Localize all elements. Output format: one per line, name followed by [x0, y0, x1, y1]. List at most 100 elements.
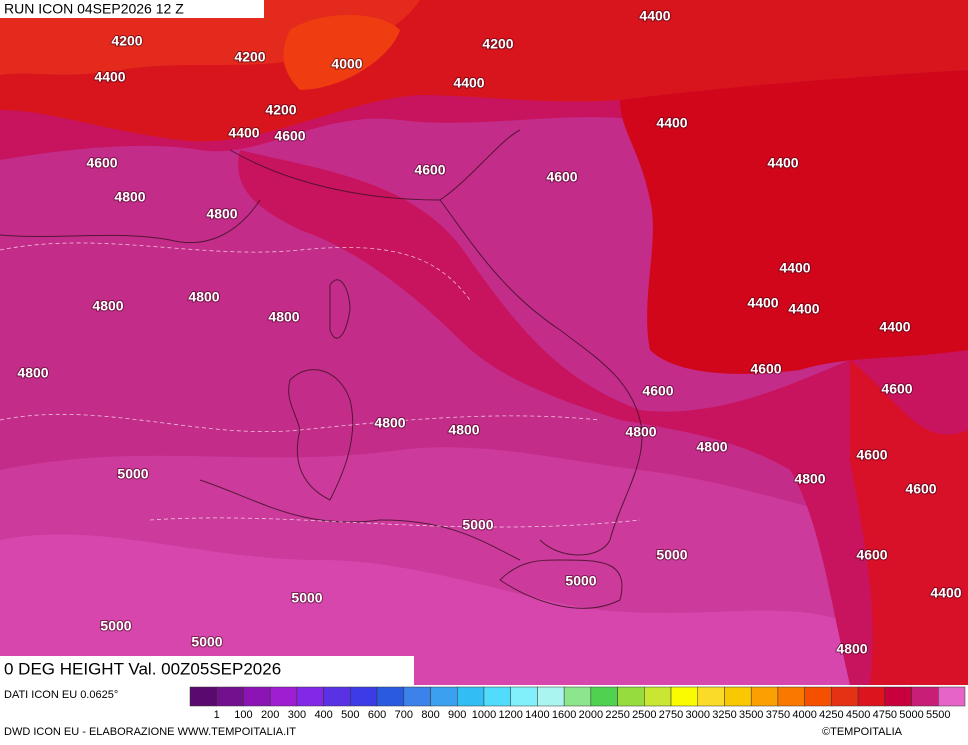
legend-swatch: [750, 686, 779, 707]
source-label: DATI ICON EU 0.0625°: [4, 689, 118, 701]
legend-label: 5000: [899, 709, 923, 721]
legend-label: 900: [448, 709, 466, 721]
contour-label: 4200: [265, 102, 296, 118]
contour-label: 5000: [462, 517, 493, 533]
legend-label: 1200: [498, 709, 522, 721]
legend-swatch: [243, 686, 271, 707]
contour-label: 4200: [482, 36, 513, 52]
legend-label: 2500: [632, 709, 656, 721]
legend-swatch: [537, 686, 565, 707]
contour-label: 4400: [767, 155, 798, 171]
legend-label: 100: [234, 709, 252, 721]
legend-swatch: [804, 686, 832, 707]
legend-label: 1600: [552, 709, 576, 721]
contour-label: 4400: [930, 585, 961, 601]
contour-label: 4600: [546, 169, 577, 185]
legend-swatch: [857, 686, 886, 707]
legend-label: 1: [214, 709, 220, 721]
legend-label: 200: [261, 709, 279, 721]
legend-label: 2750: [659, 709, 683, 721]
legend-label: 3750: [766, 709, 790, 721]
legend-swatch: [403, 686, 431, 707]
contour-label: 4800: [188, 289, 219, 305]
credit: DWD ICON EU - ELABORAZIONE WWW.TEMPOITAL…: [4, 726, 296, 738]
run-label: RUN ICON 04SEP2026 12 Z: [4, 1, 184, 17]
contour-label: 4600: [642, 383, 673, 399]
contour-label: 4600: [414, 162, 445, 178]
contour-label: 5000: [100, 618, 131, 634]
legend-label: 3000: [686, 709, 710, 721]
legend-swatch: [777, 686, 805, 707]
legend-label: 2250: [605, 709, 629, 721]
contour-label: 4800: [625, 424, 656, 440]
contour-label: 4400: [228, 125, 259, 141]
legend-swatch: [831, 686, 859, 707]
legend-label: 2000: [579, 709, 603, 721]
legend-swatch: [617, 686, 645, 707]
legend-swatch: [884, 686, 912, 707]
contour-label: 4200: [111, 33, 142, 49]
legend-label: 4500: [846, 709, 870, 721]
legend-label: 400: [314, 709, 332, 721]
legend-label: 4000: [792, 709, 816, 721]
legend-swatch: [644, 686, 672, 707]
contour-label: 5000: [565, 573, 596, 589]
legend-swatch: [350, 686, 378, 707]
contour-label: 4800: [268, 309, 299, 325]
contour-label: 4000: [331, 56, 362, 72]
contour-label: 4600: [856, 447, 887, 463]
legend-label: 800: [421, 709, 439, 721]
legend-label: 500: [341, 709, 359, 721]
contour-label: 5000: [191, 634, 222, 650]
legend-label: 300: [288, 709, 306, 721]
contour-label: 4400: [779, 260, 810, 276]
contour-label: 4800: [374, 415, 405, 431]
legend-label: 1400: [525, 709, 549, 721]
copyright: ©TEMPOITALIA: [822, 726, 903, 738]
field-4400-balkans: [620, 70, 968, 374]
contour-label: 4800: [17, 365, 48, 381]
legend-swatch: [296, 686, 324, 707]
header-box: [0, 0, 264, 18]
contour-label: 4600: [274, 128, 305, 144]
field-5000b: [0, 534, 850, 685]
contour-label: 4600: [86, 155, 117, 171]
contour-label: 4400: [747, 295, 778, 311]
contour-label: 4400: [788, 301, 819, 317]
legend-swatch: [483, 686, 511, 707]
legend-swatch: [189, 686, 217, 707]
legend-label: 3500: [739, 709, 763, 721]
contour-label: 4600: [750, 361, 781, 377]
field-4600-italy: [238, 150, 968, 685]
legend-swatch: [938, 686, 966, 707]
contour-label: 5000: [117, 466, 148, 482]
contour-label: 4400: [656, 115, 687, 131]
contour-label: 4400: [639, 8, 670, 24]
contour-label: 4400: [879, 319, 910, 335]
legend-label: 600: [368, 709, 386, 721]
contour-label: 4800: [114, 189, 145, 205]
legend-swatch: [376, 686, 405, 707]
legend-swatch: [269, 686, 298, 707]
legend-swatch: [510, 686, 538, 707]
title-box: [0, 656, 414, 685]
contour-label: 5000: [656, 547, 687, 563]
legend-swatch: [724, 686, 752, 707]
legend-label: 1000: [472, 709, 496, 721]
contour-label: 4600: [856, 547, 887, 563]
contour-label: 4800: [696, 439, 727, 455]
legend-label: 5500: [926, 709, 950, 721]
contour-label: 4800: [206, 206, 237, 222]
legend-swatch: [670, 686, 699, 707]
legend-swatch: [563, 686, 592, 707]
contour-label: 4400: [94, 69, 125, 85]
field-4000: [283, 15, 400, 90]
map-title: 0 DEG HEIGHT Val. 00Z05SEP2026: [4, 659, 281, 678]
contour-label: 4400: [453, 75, 484, 91]
legend-swatch: [323, 686, 351, 707]
legend-swatch: [216, 686, 244, 707]
contour-label: 4600: [881, 381, 912, 397]
contour-label: 5000: [291, 590, 322, 606]
contour-label: 4800: [448, 422, 479, 438]
